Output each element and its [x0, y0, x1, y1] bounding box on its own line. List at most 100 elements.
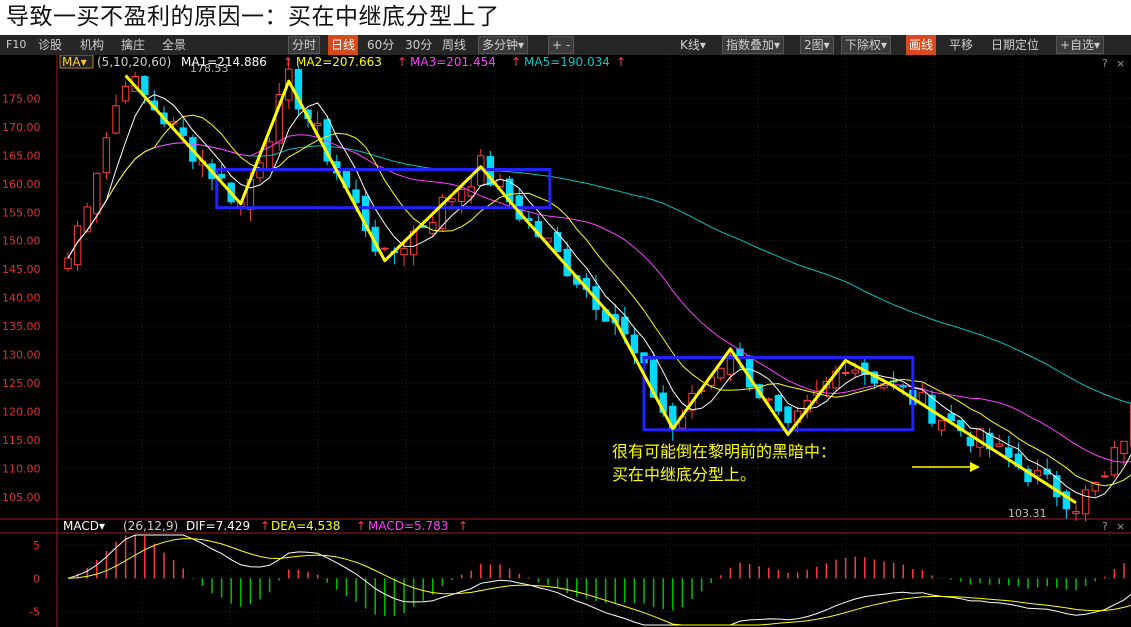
- period-tab-multi-minute[interactable]: 多分钟▾: [478, 36, 529, 54]
- ma2-arrow: ↑: [397, 55, 407, 69]
- ma-indicator-selector[interactable]: [59, 55, 94, 69]
- candle-body: [73, 225, 82, 266]
- settings-icon[interactable]: ?: [1102, 57, 1108, 70]
- kline-menu[interactable]: K线▾: [680, 38, 706, 52]
- low-price-label: 103.31: [1008, 507, 1047, 520]
- candle-body: [1120, 440, 1128, 455]
- candle-body: [400, 248, 408, 256]
- macd-value: MACD=5.783: [368, 519, 448, 533]
- y-tick-label: 145.00: [2, 263, 41, 276]
- y-tick-label: 120.00: [2, 406, 41, 419]
- two-charts-menu[interactable]: 2图▾: [800, 36, 834, 54]
- candle-body: [381, 247, 389, 250]
- y-tick-label: 140.00: [2, 292, 41, 305]
- candle-body: [1101, 475, 1109, 478]
- y-tick-label: 165.00: [2, 149, 41, 162]
- macd-dea-value: DEA=4.538: [271, 519, 340, 533]
- candle-body: [313, 122, 322, 127]
- ma3-value: MA3=201.454: [410, 55, 496, 69]
- watchlist-menu[interactable]: +自选▾: [1056, 36, 1105, 54]
- candle-body: [1053, 475, 1061, 498]
- candle-body: [717, 367, 725, 379]
- toolbar-f10[interactable]: F10: [6, 38, 27, 51]
- high-price-label: 178.53: [190, 62, 229, 75]
- toolbar-capture[interactable]: 擒庄: [121, 38, 146, 52]
- toolbar-institution[interactable]: 机构: [80, 38, 105, 52]
- close-icon[interactable]: ×: [1116, 57, 1125, 70]
- y-tick-label: 130.00: [2, 349, 41, 362]
- vertical-grid: [141, 55, 1111, 627]
- period-tab-daily[interactable]: 日线: [328, 35, 359, 55]
- candle-body: [83, 206, 91, 233]
- candle-body: [93, 172, 101, 215]
- candle-body: [429, 222, 437, 234]
- ma1-arrow: ↑: [283, 55, 293, 69]
- candle-body: [112, 105, 120, 134]
- period-tab-intraday[interactable]: 分时: [288, 36, 321, 54]
- y-tick-label: 150.00: [2, 235, 41, 248]
- candle-body: [141, 76, 149, 96]
- ma2-value: MA2=207.663: [296, 55, 382, 69]
- period-tab-60min[interactable]: 60分: [367, 38, 395, 52]
- toolbar-panorama[interactable]: 全景: [162, 38, 187, 52]
- candle-body: [1033, 470, 1042, 477]
- candle-body: [457, 188, 466, 202]
- ma3-arrow: ↑: [511, 55, 521, 69]
- candle-body: [966, 436, 975, 447]
- ma2-line: [67, 114, 1131, 487]
- candle-body: [947, 413, 955, 422]
- macd-close-icon[interactable]: ×: [1116, 520, 1125, 533]
- ma5-arrow: ↑: [616, 55, 626, 69]
- macd-indicator-selector[interactable]: MACD▾: [63, 519, 105, 533]
- macd-dea-arrow: ↑: [356, 519, 366, 533]
- y-tick-label: 135.00: [2, 320, 41, 333]
- y-tick-label: 105.00: [2, 491, 41, 504]
- candle-body: [774, 395, 783, 412]
- candle-body: [121, 85, 130, 102]
- main-legend: MA▾ (5,10,20,60) MA1=214.886 ↑ MA2=207.6…: [59, 55, 626, 69]
- candle-body: [179, 127, 187, 137]
- period-tab-weekly[interactable]: 周线: [442, 38, 467, 52]
- ma5-value: MA5=190.034: [524, 55, 610, 69]
- pan-button[interactable]: 平移: [949, 38, 974, 52]
- zoom-plus-minus-button[interactable]: + -: [548, 36, 575, 54]
- candle-body: [899, 385, 907, 388]
- candle-body: [352, 189, 360, 203]
- y-tick-label: 170.00: [2, 121, 41, 134]
- candle-body: [995, 443, 1003, 447]
- draw-line-button[interactable]: 画线: [906, 35, 937, 55]
- macd-legend: MACD▾ (26,12,9) DIF=7.429 ↑ DEA=4.538 ↑ …: [63, 519, 468, 533]
- macd-settings-icon[interactable]: ?: [1102, 520, 1108, 533]
- date-locate-button[interactable]: 日期定位: [991, 38, 1040, 52]
- consolidation-boxes: [215, 168, 915, 432]
- macd-dif-arrow: ↑: [260, 519, 270, 533]
- index-overlay-menu[interactable]: 指数叠加▾: [722, 36, 785, 54]
- candle-body: [448, 198, 456, 203]
- candle-body: [294, 69, 303, 110]
- ma1-line: [67, 94, 1131, 499]
- annotation-arrow-icon: [970, 462, 980, 472]
- stock-chart[interactable]: 175.00 170.00 165.00 160.00 155.00 150.00 145.…: [0, 55, 1131, 627]
- y-axis-ticks: 175.00 170.00 165.00 160.00 155.00 150.00 145.…: [2, 92, 41, 504]
- candle-body: [361, 195, 370, 231]
- zigzag-annotation-line: [124, 74, 1077, 505]
- annotation-line-1: 很有可能倒在黎明前的黑暗中：: [612, 442, 836, 461]
- candle-body: [851, 369, 859, 374]
- toolbar-diagnose[interactable]: 诊股: [38, 38, 63, 52]
- candlesticks: [64, 59, 1131, 522]
- candle-body: [1043, 468, 1051, 475]
- chart-toolbar: F10 诊股 机构 擒庄 全景 分时 日线 60分 30分 周线 多分钟▾ + …: [0, 35, 1131, 55]
- ma3-line: [67, 134, 1131, 463]
- ma5-line: [67, 142, 1131, 404]
- macd-y-tick-label: 5: [33, 539, 40, 552]
- ex-rights-menu[interactable]: 下除权▾: [841, 36, 892, 54]
- macd-dif-line: [67, 534, 1131, 626]
- macd-histogram: [76, 535, 1125, 617]
- candle-body: [1081, 489, 1090, 515]
- horizontal-grid: [57, 97, 1131, 613]
- period-tab-30min[interactable]: 30分: [405, 38, 433, 52]
- macd-y-tick-label: 0: [33, 572, 40, 585]
- macd-dif-value: DIF=7.429: [186, 519, 250, 533]
- macd-dea-line: [67, 538, 1131, 626]
- candle-body: [621, 316, 629, 335]
